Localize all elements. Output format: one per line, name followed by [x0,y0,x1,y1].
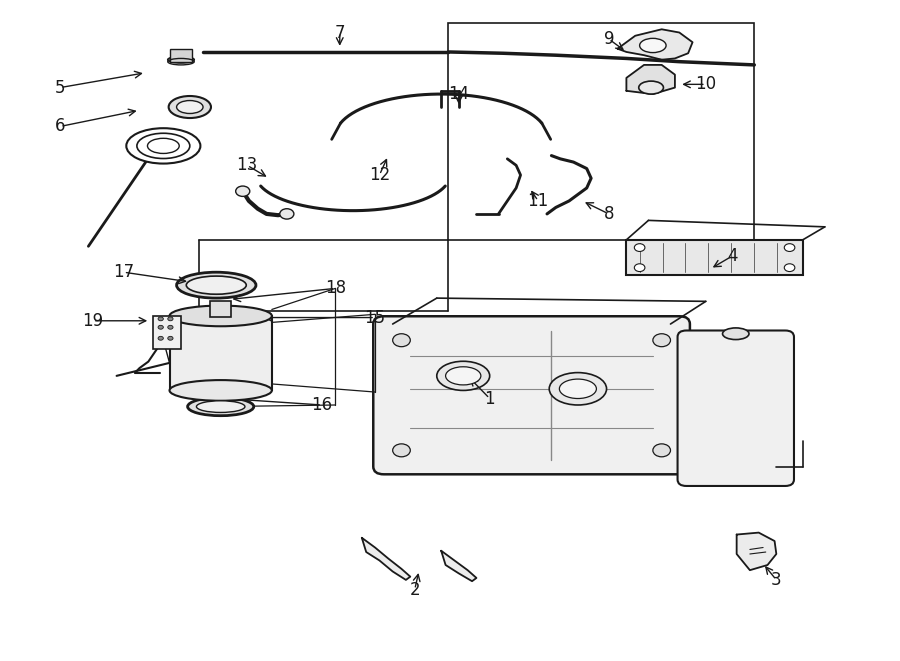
Text: 2: 2 [410,580,420,599]
Text: 6: 6 [55,118,66,136]
Ellipse shape [640,38,666,53]
Ellipse shape [723,328,749,340]
Ellipse shape [187,397,254,416]
Polygon shape [362,538,410,580]
Text: 1: 1 [484,389,495,408]
Circle shape [158,336,164,340]
Ellipse shape [446,367,481,385]
Circle shape [167,325,173,329]
Bar [210,301,231,317]
Circle shape [392,444,410,457]
Text: 3: 3 [771,571,782,589]
Text: 10: 10 [695,75,716,93]
Circle shape [652,444,670,457]
Ellipse shape [639,81,663,94]
Circle shape [784,244,795,251]
Text: 15: 15 [364,309,385,327]
Ellipse shape [186,276,247,294]
Text: 8: 8 [604,205,614,223]
Text: 18: 18 [325,280,346,297]
Ellipse shape [176,272,256,298]
Text: 9: 9 [604,30,614,48]
Bar [169,49,193,61]
FancyBboxPatch shape [678,330,794,486]
Ellipse shape [168,96,211,118]
Polygon shape [617,29,693,59]
Text: 14: 14 [448,85,470,103]
Text: 5: 5 [55,79,66,97]
Bar [153,316,181,348]
Text: 17: 17 [113,263,134,281]
Ellipse shape [176,100,203,114]
Ellipse shape [549,373,607,405]
Circle shape [634,264,645,272]
Circle shape [167,336,173,340]
Circle shape [652,334,670,346]
Circle shape [158,317,164,321]
Bar [626,240,803,276]
Circle shape [634,244,645,251]
Text: 19: 19 [82,312,104,330]
Text: 11: 11 [527,192,549,210]
Circle shape [392,334,410,346]
Circle shape [167,317,173,321]
Bar [448,22,754,240]
Ellipse shape [560,379,597,399]
Ellipse shape [169,305,272,327]
Text: 16: 16 [311,396,333,414]
Text: 13: 13 [237,156,257,175]
Circle shape [158,325,164,329]
Text: 7: 7 [335,24,345,42]
FancyBboxPatch shape [374,316,690,475]
Text: 12: 12 [369,166,390,184]
Bar [169,316,272,391]
Ellipse shape [196,401,245,412]
Text: 4: 4 [727,247,737,265]
Polygon shape [626,65,675,94]
Polygon shape [736,533,777,570]
Circle shape [784,264,795,272]
Circle shape [236,186,250,196]
Ellipse shape [169,380,272,401]
Circle shape [280,209,294,219]
Ellipse shape [436,362,490,391]
Ellipse shape [167,56,194,63]
Polygon shape [441,551,476,581]
